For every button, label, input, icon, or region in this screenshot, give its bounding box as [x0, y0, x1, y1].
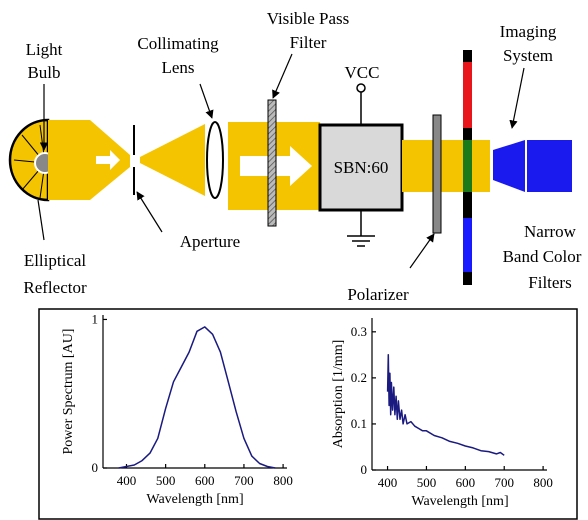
label-line: Imaging [500, 22, 557, 41]
x-axis-label: Wavelength [nm] [146, 492, 243, 507]
y-axis-label: Absorption [1/mm] [331, 340, 346, 449]
label: Polarizer [347, 285, 409, 304]
camera [527, 140, 572, 192]
data-line [388, 355, 505, 456]
beam [140, 124, 205, 196]
label-line: Bulb [27, 63, 60, 82]
optical-setup [10, 50, 572, 285]
arrow [200, 84, 212, 118]
arrow [273, 54, 292, 98]
label-line: Lens [161, 58, 194, 77]
y-axis-label: Power Spectrum [AU] [61, 329, 76, 455]
y-tick-label: 0.1 [351, 416, 367, 431]
label-line: Reflector [23, 278, 87, 297]
arrow [410, 234, 434, 268]
label: Light Bulb [26, 40, 63, 82]
beam [402, 140, 490, 192]
label-line: System [503, 46, 553, 65]
x-tick-label: 600 [456, 475, 476, 490]
green-filter [463, 140, 472, 192]
label-line: Visible Pass [267, 9, 350, 28]
label: Aperture [180, 232, 240, 251]
y-tick-label: 1 [92, 311, 99, 326]
label: SBN:60 [334, 158, 389, 177]
x-tick-label: 600 [195, 473, 215, 488]
x-axis-label: Wavelength [nm] [411, 494, 508, 509]
page: Light Bulb Collimating Lens Visible Pass Fi… [0, 0, 588, 520]
x-tick-label: 400 [378, 475, 398, 490]
pass-filter [268, 100, 276, 226]
x-tick-label: 700 [234, 473, 254, 488]
label-line: Elliptical [24, 251, 87, 270]
x-tick-label: 800 [273, 473, 293, 488]
label-line: Narrow [524, 222, 577, 241]
label: VCC [345, 63, 380, 82]
label: Narrow Band Color Filters [503, 222, 582, 292]
pointer [38, 200, 44, 240]
y-tick-label: 0 [361, 462, 368, 477]
arrow [512, 68, 524, 128]
label-line: Filter [290, 33, 327, 52]
red-filter [463, 62, 472, 128]
y-tick-label: 0.3 [351, 324, 367, 339]
label-line: Collimating [137, 34, 219, 53]
polarizer [433, 115, 441, 233]
x-tick-label: 400 [117, 473, 137, 488]
lens [207, 122, 223, 198]
x-tick-label: 500 [417, 475, 437, 490]
arrow [137, 192, 162, 232]
y-tick-label: 0.2 [351, 370, 367, 385]
x-tick-label: 700 [494, 475, 514, 490]
y-tick-label: 0 [92, 460, 99, 475]
label-line: Band Color [503, 247, 582, 266]
label: Collimating Lens [137, 34, 219, 77]
label-line: Filters [528, 273, 571, 292]
terminal [357, 84, 365, 92]
label-line: Light [26, 40, 63, 59]
label: Visible Pass Filter [267, 9, 350, 52]
label: Elliptical Reflector [23, 251, 87, 297]
imaging-lens [493, 140, 525, 192]
x-tick-label: 800 [533, 475, 553, 490]
blue-filter [463, 218, 472, 272]
label: Imaging System [500, 22, 557, 65]
data-line [119, 327, 276, 468]
x-tick-label: 500 [156, 473, 176, 488]
